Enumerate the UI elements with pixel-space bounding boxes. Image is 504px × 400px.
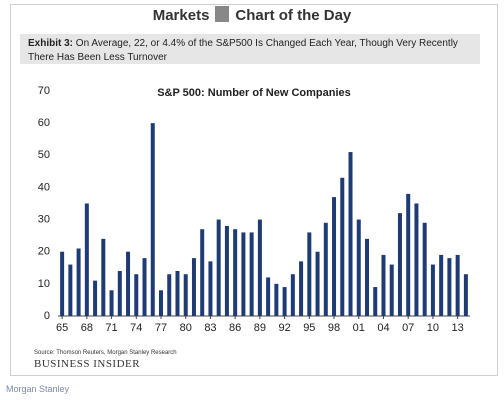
x-tick-label: 71 <box>105 322 117 334</box>
header-left: Markets <box>152 7 210 24</box>
x-tick-label: 13 <box>452 322 464 334</box>
bar <box>356 219 361 316</box>
bar <box>266 277 271 316</box>
exhibit-label: Exhibit 3: <box>28 38 74 49</box>
bar <box>323 222 328 316</box>
header: Markets Chart of the Day <box>0 6 504 24</box>
bar <box>126 251 131 316</box>
bar <box>315 251 320 316</box>
bar <box>68 264 73 316</box>
exhibit-text: On Average, 22, or 4.4% of the S&P500 Is… <box>28 38 458 63</box>
bar <box>332 197 337 316</box>
bar <box>365 238 369 316</box>
bar <box>134 274 139 316</box>
bar <box>299 261 304 316</box>
bar <box>447 258 452 316</box>
bar <box>60 251 65 316</box>
bar <box>422 222 427 316</box>
x-tick-label: 01 <box>353 322 365 334</box>
bar <box>191 258 196 316</box>
bar <box>159 290 163 316</box>
x-tick-label: 83 <box>204 322 216 334</box>
y-tick-label: 70 <box>38 85 50 97</box>
bar <box>389 264 394 316</box>
bar <box>307 232 312 316</box>
bar <box>282 287 287 316</box>
y-tick-label: 20 <box>38 246 50 258</box>
brand: BUSINESS INSIDER <box>34 358 141 370</box>
frame <box>10 4 498 376</box>
bar <box>233 229 238 316</box>
bar <box>340 177 345 316</box>
bar <box>406 193 411 316</box>
bar <box>414 203 419 316</box>
bar <box>257 219 262 316</box>
y-tick-label: 40 <box>38 181 50 193</box>
x-tick-label: 04 <box>377 322 389 334</box>
y-tick-label: 10 <box>38 278 50 290</box>
header-right: Chart of the Day <box>235 7 352 24</box>
bar <box>183 274 188 316</box>
y-tick-label: 50 <box>38 149 50 161</box>
bar <box>274 283 279 316</box>
bar <box>241 232 246 316</box>
bar <box>84 203 89 316</box>
bar <box>463 274 468 316</box>
bar <box>208 261 213 316</box>
bar <box>249 232 254 316</box>
chart-title: S&P 500: Number of New Companies <box>157 87 351 99</box>
exhibit: Exhibit 3: On Average, 22, or 4.4% of th… <box>20 34 480 64</box>
x-tick-label: 68 <box>81 322 93 334</box>
bar <box>117 271 122 316</box>
bar <box>348 152 353 316</box>
bar <box>290 274 295 316</box>
source: Source: Thomson Reuters, Morgan Stanley … <box>34 350 177 356</box>
y-tick-label: 30 <box>38 213 50 225</box>
bar <box>175 271 180 316</box>
bar <box>224 226 229 316</box>
bar <box>455 254 460 316</box>
bar <box>101 238 106 316</box>
x-tick-label: 92 <box>278 322 290 334</box>
x-tick-label: 65 <box>56 322 68 334</box>
bar <box>150 123 155 317</box>
bar <box>397 213 402 316</box>
bar <box>142 258 147 316</box>
x-tick-label: 98 <box>328 322 340 334</box>
bar <box>93 280 98 316</box>
x-tick-label: 80 <box>180 322 192 334</box>
bar <box>200 229 205 316</box>
x-tick-label: 95 <box>303 322 315 334</box>
bar <box>373 287 378 316</box>
bar <box>216 219 221 316</box>
x-tick-label: 10 <box>427 322 439 334</box>
footer: Morgan Stanley <box>6 384 70 394</box>
y-tick-label: 60 <box>38 117 50 129</box>
x-tick-label: 07 <box>402 322 414 334</box>
bar <box>381 254 386 316</box>
x-tick-label: 86 <box>229 322 241 334</box>
bar <box>439 254 444 316</box>
bar <box>430 264 435 316</box>
x-tick-label: 74 <box>130 322 142 334</box>
bar <box>76 248 81 316</box>
x-tick-label: 77 <box>155 322 167 334</box>
y-tick-label: 0 <box>44 310 50 322</box>
x-tick-label: 89 <box>254 322 266 334</box>
bar <box>109 290 114 316</box>
icon <box>215 6 230 22</box>
bar <box>167 274 172 316</box>
